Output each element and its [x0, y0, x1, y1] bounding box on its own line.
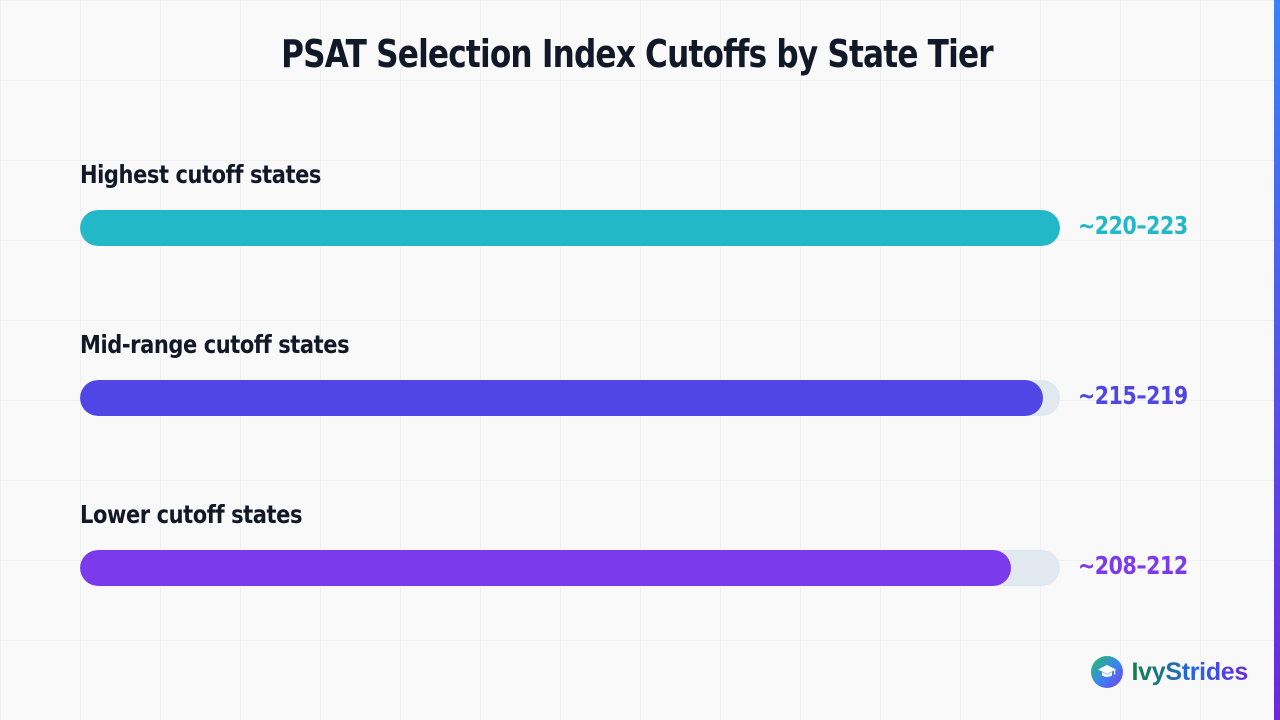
bar-value-label-1: ~220–223 [1078, 211, 1188, 240]
bar-track-1 [80, 210, 1060, 246]
bar-value-label-3: ~208–212 [1078, 551, 1188, 580]
brand-logo: IvyStrides [1091, 656, 1248, 688]
chart-title: PSAT Selection Index Cutoffs by State Ti… [281, 32, 994, 76]
graduation-cap-icon [1091, 656, 1124, 688]
brand-name: IvyStrides [1131, 657, 1248, 686]
bar-fill-2 [80, 380, 1044, 416]
bar-label-3: Lower cutoff states [80, 500, 303, 529]
bar-label-2: Mid-range cutoff states [80, 330, 350, 359]
bar-fill-3 [80, 550, 1011, 586]
bar-fill-1 [80, 210, 1060, 246]
right-accent-strip [1274, 0, 1280, 720]
bar-track-3 [80, 550, 1060, 586]
bar-value-label-2: ~215–219 [1078, 381, 1188, 410]
bar-label-1: Highest cutoff states [80, 160, 321, 189]
bar-track-2 [80, 380, 1060, 416]
